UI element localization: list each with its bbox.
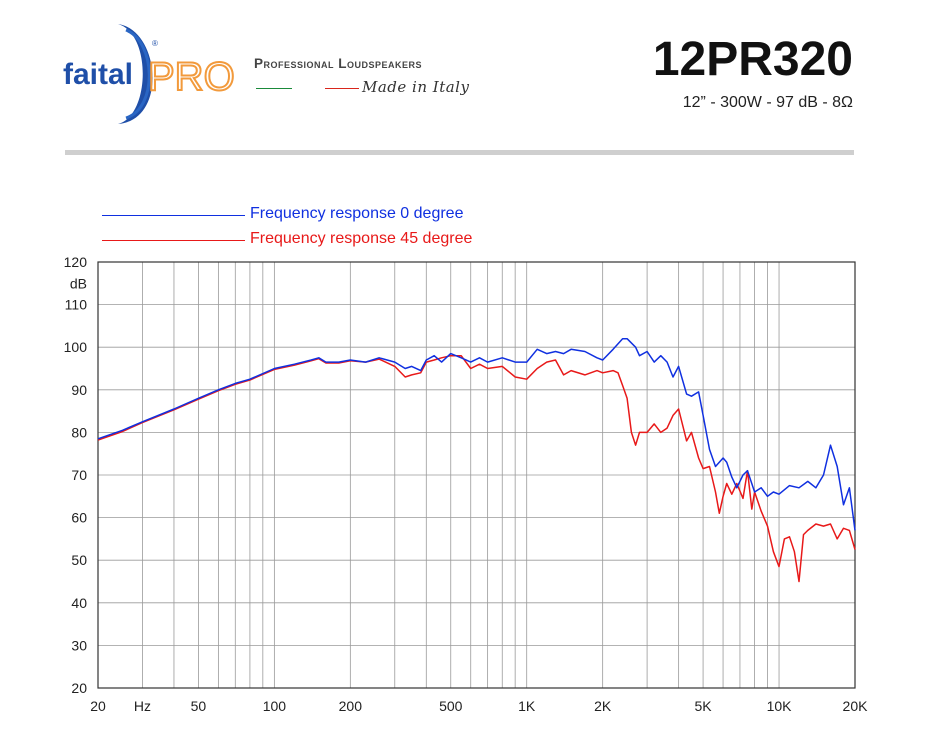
legend-label-0deg: Frequency response 0 degree — [250, 205, 464, 222]
faital-pro-logo: faital PRO ® — [63, 24, 236, 124]
y-tick-label: 80 — [71, 424, 87, 440]
x-tick-label: Hz — [134, 698, 151, 714]
made-in-italy-text: Made in Italy — [362, 78, 470, 96]
x-tick-label: 200 — [339, 698, 363, 714]
logo-registered-mark: ® — [152, 39, 158, 48]
legend-swatch-45deg — [102, 240, 245, 241]
header-divider — [65, 150, 854, 155]
italian-flag-red-line — [325, 88, 359, 89]
logo-pro-text: PRO — [148, 55, 235, 99]
italian-flag-green-line — [256, 88, 292, 89]
y-tick-label: 20 — [71, 680, 87, 696]
x-tick-label: 10K — [767, 698, 793, 714]
y-tick-label: 30 — [71, 637, 87, 653]
x-tick-label: 50 — [191, 698, 207, 714]
y-tick-label: 70 — [71, 467, 87, 483]
plot-frame — [97, 261, 856, 689]
y-tick-label: 90 — [71, 382, 87, 398]
legend-label-45deg: Frequency response 45 degree — [250, 230, 473, 247]
product-model: 12PR320 — [652, 33, 853, 86]
brand-tagline: Professional Loudspeakers — [254, 56, 423, 71]
series-line-0deg — [97, 337, 856, 531]
x-tick-label: 20 — [90, 698, 106, 714]
logo-faital-text: faital — [63, 58, 133, 91]
y-axis-label: dB — [70, 275, 87, 291]
series-line-45deg — [97, 354, 856, 583]
x-tick-label: 1K — [518, 698, 536, 714]
x-tick-label: 2K — [594, 698, 612, 714]
legend-swatch-0deg — [102, 215, 245, 216]
y-tick-label: 50 — [71, 552, 87, 568]
y-tick-label: 120 — [64, 254, 88, 270]
x-tick-label: 5K — [695, 698, 713, 714]
x-tick-label: 100 — [263, 698, 287, 714]
x-tick-label: 500 — [439, 698, 463, 714]
y-tick-label: 100 — [64, 339, 88, 355]
y-tick-label: 110 — [65, 297, 88, 313]
product-specs: 12” - 300W - 97 dB - 8Ω — [682, 94, 853, 111]
y-tick-label: 60 — [71, 510, 87, 526]
y-tick-label: 40 — [71, 595, 87, 611]
x-tick-label: 20K — [843, 698, 869, 714]
